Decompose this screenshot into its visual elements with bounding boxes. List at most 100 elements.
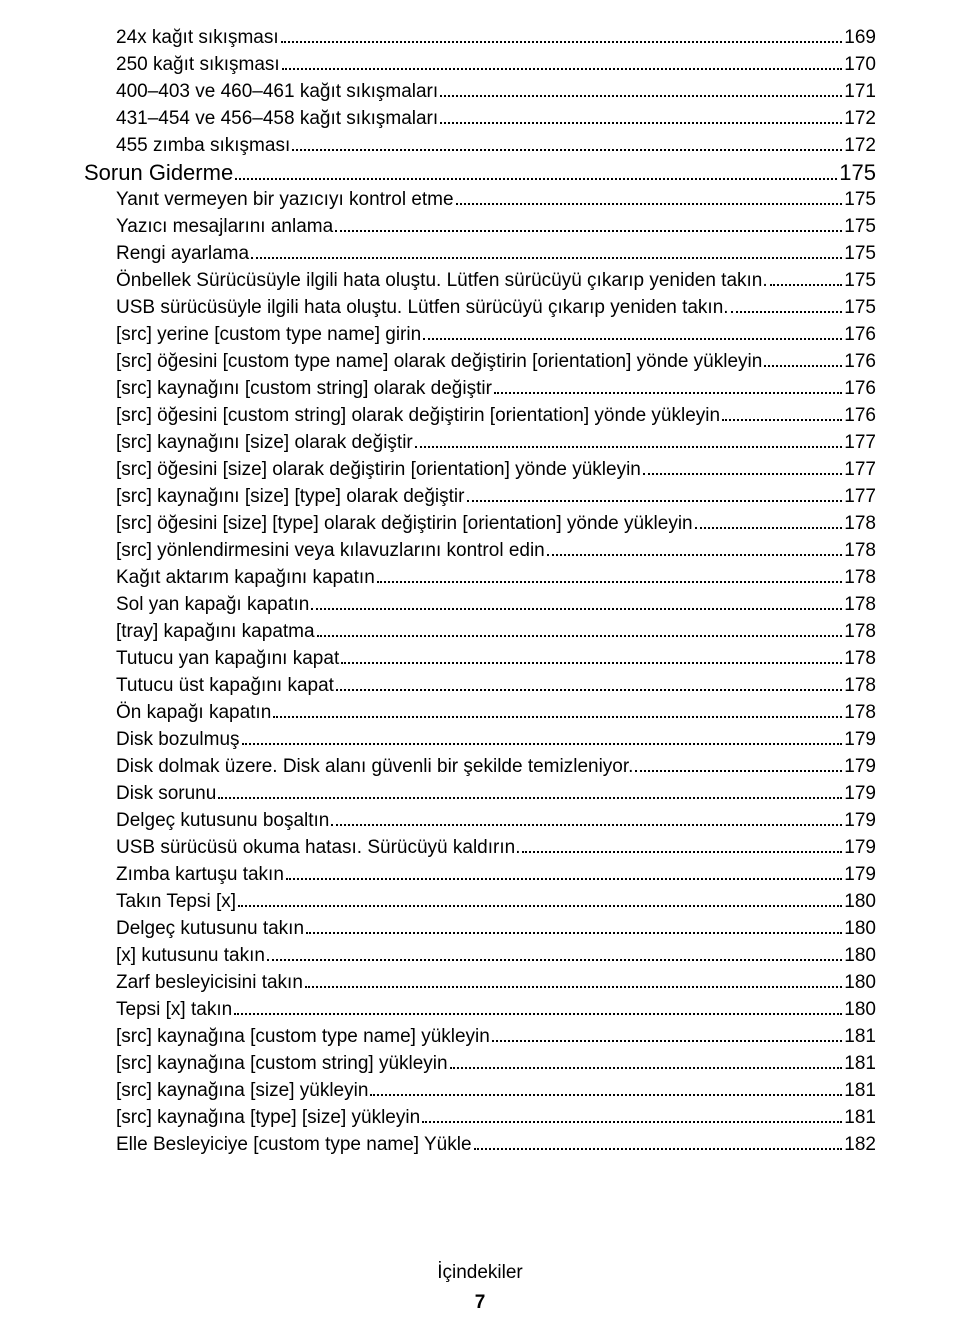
toc-entry-label: [src] kaynağını [size] [type] olarak değ… — [116, 483, 465, 510]
toc-entry: Rengi ayarlama175 — [84, 240, 876, 267]
toc-entry: Disk sorunu179 — [84, 780, 876, 807]
toc-entry-page: 175 — [844, 186, 876, 213]
toc-entry-page: 179 — [844, 861, 876, 888]
toc-entry-label: Takın Tepsi [x] — [116, 888, 236, 915]
toc-leader-dots — [695, 512, 843, 529]
toc-entry-page: 178 — [844, 591, 876, 618]
toc-entry-page: 178 — [844, 564, 876, 591]
toc-entry-label: Tutucu üst kapağını kapat — [116, 672, 334, 699]
toc-entry-label: 455 zımba sıkışması — [116, 132, 290, 159]
toc-entry-page: 182 — [844, 1131, 876, 1158]
toc-entry-label: Yazıcı mesajlarını anlama — [116, 213, 333, 240]
toc-entry: Sol yan kapağı kapatın 178 — [84, 591, 876, 618]
toc-leader-dots — [474, 1133, 843, 1150]
toc-leader-dots — [547, 539, 843, 556]
toc-entry: Kağıt aktarım kapağını kapatın 178 — [84, 564, 876, 591]
toc-entry-page: 169 — [844, 24, 876, 51]
toc-entry-label: [src] kaynağına [custom type name] yükle… — [116, 1023, 490, 1050]
toc-entry: Sorun Giderme175 — [84, 159, 876, 186]
toc-entry: Ön kapağı kapatın178 — [84, 699, 876, 726]
toc-leader-dots — [317, 620, 843, 637]
toc-entry: [src] öğesini [size] olarak değiştirin [… — [84, 456, 876, 483]
toc-entry-page: 177 — [844, 483, 876, 510]
toc-entry-label: [src] öğesini [custom type name] olarak … — [116, 348, 762, 375]
toc-entry: 400–403 ve 460–461 kağıt sıkışmaları171 — [84, 78, 876, 105]
toc-entry-label: USB sürücüsüyle ilgili hata oluştu. Lütf… — [116, 294, 729, 321]
toc-entry-label: Rengi ayarlama — [116, 240, 249, 267]
toc-entry-label: Elle Besleyiciye [custom type name] Yükl… — [116, 1131, 472, 1158]
toc-leader-dots — [450, 1052, 843, 1069]
toc-entry-page: 181 — [844, 1050, 876, 1077]
toc-entry-label: Sol yan kapağı kapatın — [116, 591, 309, 618]
toc-entry-page: 181 — [844, 1077, 876, 1104]
toc-leader-dots — [331, 809, 842, 826]
toc-leader-dots — [238, 890, 842, 907]
toc-leader-dots — [770, 269, 843, 286]
toc-entry: [tray] kapağını kapatma178 — [84, 618, 876, 645]
toc-entry: 250 kağıt sıkışması 170 — [84, 51, 876, 78]
toc-entry-page: 181 — [844, 1104, 876, 1131]
toc-entry-page: 176 — [844, 321, 876, 348]
toc-leader-dots — [306, 917, 842, 934]
toc-entry: [src] kaynağını [size] olarak değiştir17… — [84, 429, 876, 456]
toc-entry-label: Zımba kartuşu takın — [116, 861, 284, 888]
toc-entry-page: 171 — [844, 78, 876, 105]
toc-entry-page: 172 — [844, 105, 876, 132]
footer-label: İçindekiler — [0, 1262, 960, 1284]
toc-leader-dots — [336, 674, 842, 691]
toc-entry-page: 178 — [844, 618, 876, 645]
toc-entry: [src] kaynağına [custom string] yükleyin… — [84, 1050, 876, 1077]
toc-leader-dots — [282, 53, 843, 70]
toc-entry: [src] kaynağını [size] [type] olarak değ… — [84, 483, 876, 510]
toc-entry-label: USB sürücüsü okuma hatası. Sürücüyü kald… — [116, 834, 520, 861]
toc-entry-page: 180 — [844, 888, 876, 915]
toc-entry-label: [src] kaynağına [size] yükleyin — [116, 1077, 368, 1104]
toc-entry-page: 179 — [844, 726, 876, 753]
toc-leader-dots — [292, 134, 842, 151]
toc-entry-label: 250 kağıt sıkışması — [116, 51, 280, 78]
toc-leader-dots — [643, 458, 842, 475]
toc-leader-dots — [335, 215, 842, 232]
toc-entry-label: [src] yönlendirmesini veya kılavuzlarını… — [116, 537, 545, 564]
toc-entry-page: 179 — [844, 834, 876, 861]
toc-entry-label: [src] öğesini [custom string] olarak değ… — [116, 402, 720, 429]
toc-entry-page: 181 — [844, 1023, 876, 1050]
toc-entry-page: 178 — [844, 645, 876, 672]
toc-entry-label: Zarf besleyicisini takın — [116, 969, 303, 996]
toc-leader-dots — [440, 107, 842, 124]
toc-entry: [src] kaynağına [size] yükleyin 181 — [84, 1077, 876, 1104]
toc-entry: Zarf besleyicisini takın 180 — [84, 969, 876, 996]
toc-leader-dots — [415, 431, 843, 448]
toc-entry-label: Disk bozulmuş — [116, 726, 240, 753]
toc-leader-dots — [341, 647, 842, 664]
toc-leader-dots — [251, 242, 842, 259]
toc-entry-page: 176 — [844, 375, 876, 402]
toc-leader-dots — [440, 80, 842, 97]
toc-entry: Takın Tepsi [x] 180 — [84, 888, 876, 915]
toc-leader-dots — [305, 971, 842, 988]
toc-entry-page: 175 — [844, 294, 876, 321]
toc-leader-dots — [522, 836, 842, 853]
toc-entry: USB sürücüsü okuma hatası. Sürücüyü kald… — [84, 834, 876, 861]
toc-entry-label: Yanıt vermeyen bir yazıcıyı kontrol etme — [116, 186, 454, 213]
toc-leader-dots — [218, 782, 842, 799]
toc-entry-page: 179 — [844, 807, 876, 834]
toc-leader-dots — [234, 998, 842, 1015]
toc-entry: Delgeç kutusunu boşaltın179 — [84, 807, 876, 834]
toc-entry: [src] öğesini [custom type name] olarak … — [84, 348, 876, 375]
toc-entry-page: 170 — [844, 51, 876, 78]
toc-entry: Yazıcı mesajlarını anlama175 — [84, 213, 876, 240]
toc-entry-page: 177 — [844, 456, 876, 483]
toc-entry: 431–454 ve 456–458 kağıt sıkışmaları172 — [84, 105, 876, 132]
toc-leader-dots — [242, 728, 843, 745]
toc-entry: Yanıt vermeyen bir yazıcıyı kontrol etme… — [84, 186, 876, 213]
toc-entry: Önbellek Sürücüsüyle ilgili hata oluştu.… — [84, 267, 876, 294]
toc-entry-label: Kağıt aktarım kapağını kapatın — [116, 564, 375, 591]
toc-leader-dots — [422, 1106, 842, 1123]
toc-entry-page: 180 — [844, 969, 876, 996]
toc-entry-page: 175 — [844, 267, 876, 294]
toc-leader-dots — [273, 701, 842, 718]
toc-entry: 24x kağıt sıkışması169 — [84, 24, 876, 51]
toc-entry-page: 180 — [844, 996, 876, 1023]
toc-entry: Tutucu üst kapağını kapat178 — [84, 672, 876, 699]
